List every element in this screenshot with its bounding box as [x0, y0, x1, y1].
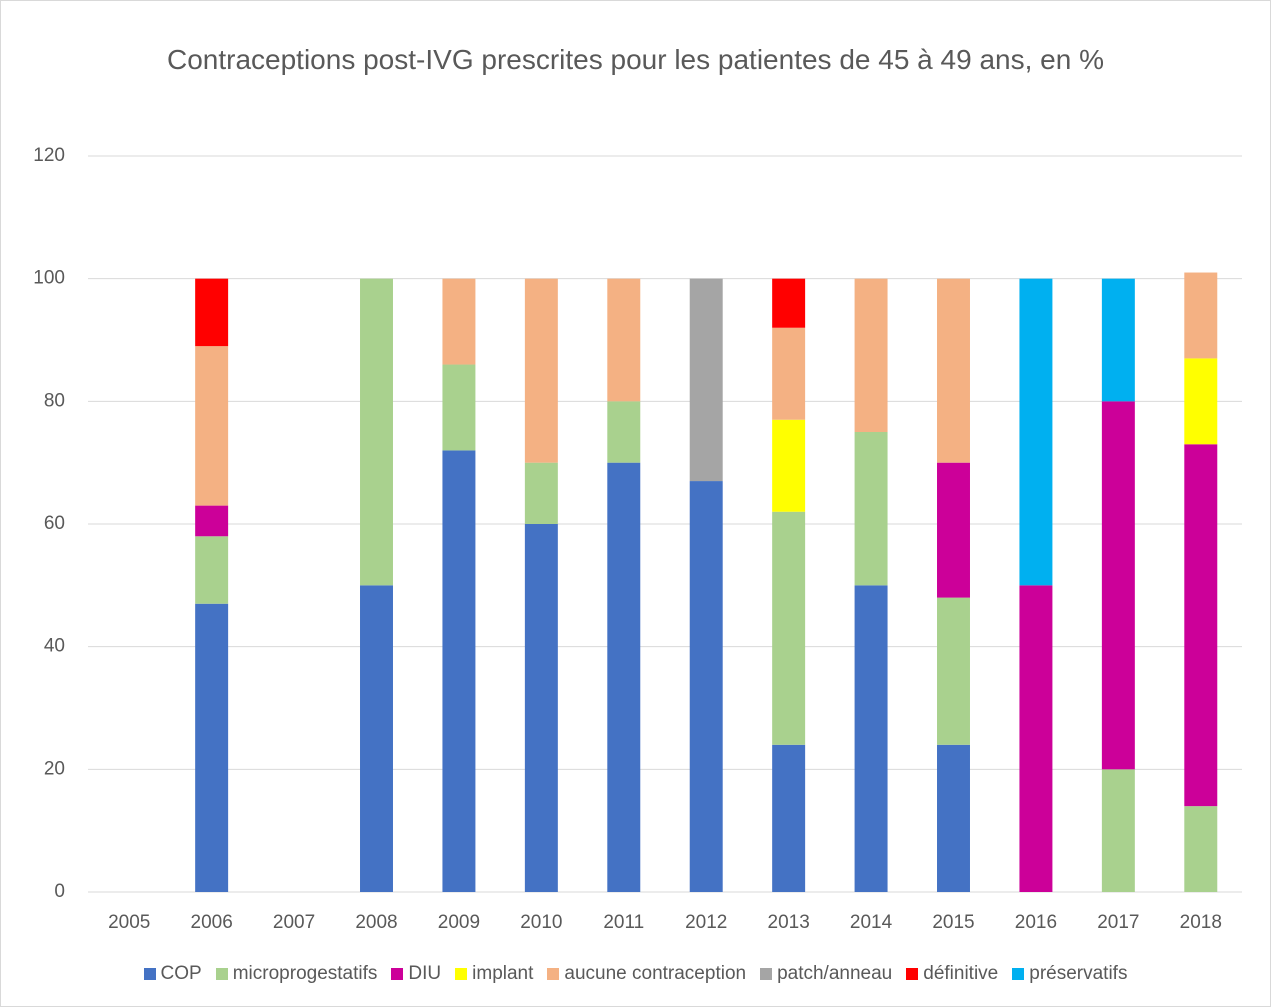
bar-segment — [937, 462, 970, 598]
bar-segment — [524, 462, 558, 524]
bar-segment — [1184, 444, 1218, 807]
bar-segment — [689, 481, 723, 892]
bar-segment — [607, 462, 641, 892]
bar-segment — [772, 327, 806, 420]
bar-segment — [772, 511, 806, 745]
x-tick-label: 2018 — [1180, 912, 1222, 933]
bar-segment — [442, 364, 476, 451]
chart-title: Contraceptions post-IVG prescrites pour … — [167, 44, 1104, 75]
bar-segment — [1101, 769, 1135, 892]
bar-segment — [1184, 272, 1218, 359]
bar-segment — [607, 401, 641, 463]
legend-item: DIU — [391, 963, 441, 985]
x-tick-label: 2015 — [932, 912, 974, 933]
legend-item: microprogestatifs — [215, 963, 378, 985]
legend-label: patch/anneau — [777, 963, 893, 984]
legend-item: COP — [143, 963, 202, 985]
bar-segment — [442, 450, 476, 892]
bar-segment — [195, 346, 229, 506]
legend-swatch — [906, 968, 919, 980]
bar-segment — [854, 278, 888, 432]
bar-segment — [524, 524, 558, 892]
bar-segment — [195, 278, 229, 347]
x-tick-label: 2017 — [1097, 912, 1139, 933]
legend-label: microprogestatifs — [232, 963, 378, 984]
bar-segment — [1019, 585, 1053, 892]
bar-segment — [195, 603, 229, 892]
x-tick-label: 2013 — [768, 912, 810, 933]
bar-segment — [607, 278, 641, 402]
x-tick-label: 2008 — [355, 912, 397, 933]
legend-label: définitive — [923, 963, 999, 984]
legend-label: COP — [160, 963, 202, 984]
x-tick-label: 2014 — [850, 912, 893, 933]
legend-item: aucune contraception — [547, 963, 746, 985]
x-tick-label: 2006 — [191, 912, 233, 933]
bar-segment — [442, 278, 476, 365]
y-tick-label: 80 — [44, 390, 65, 411]
legend-item: préservatifs — [1012, 963, 1127, 985]
bar-segment — [937, 278, 970, 463]
bar-segment — [772, 278, 806, 328]
legend-label: implant — [472, 963, 534, 984]
bar-segment — [937, 744, 970, 892]
bar-segment — [195, 536, 229, 604]
bar-segment — [854, 432, 888, 586]
bar-segment — [1019, 278, 1053, 586]
bar-segment — [524, 278, 558, 463]
legend-item: implant — [455, 963, 533, 985]
bar-segment — [360, 585, 393, 892]
bar-segment — [195, 505, 229, 537]
legend-swatch — [215, 968, 228, 980]
bar-segment — [772, 419, 806, 512]
legend-label: DIU — [408, 963, 442, 984]
x-tick-label: 2009 — [438, 912, 480, 933]
legend-swatch — [1012, 968, 1025, 980]
y-tick-label: 40 — [44, 636, 65, 657]
bar-segment — [360, 278, 393, 586]
legend-item: patch/anneau — [760, 963, 892, 985]
legend-swatch — [455, 968, 468, 980]
y-tick-label: 120 — [33, 145, 65, 166]
bar-segment — [854, 585, 888, 892]
x-tick-label: 2005 — [108, 912, 150, 933]
legend: COP microprogestatifs DIU implant aucune con… — [1, 963, 1270, 985]
bar-segment — [1184, 358, 1218, 445]
bar-segment — [1184, 806, 1218, 892]
legend-swatch — [391, 968, 404, 980]
legend-swatch — [143, 968, 156, 980]
legend-swatch — [547, 968, 560, 980]
bar-segment — [1101, 401, 1135, 770]
y-tick-label: 100 — [33, 268, 65, 289]
y-tick-label: 60 — [44, 513, 65, 534]
y-tick-label: 0 — [54, 881, 65, 902]
x-tick-label: 2011 — [603, 912, 644, 933]
bar-segment — [1101, 278, 1135, 402]
legend-label: préservatifs — [1029, 963, 1128, 984]
x-tick-label: 2012 — [685, 912, 727, 933]
legend-label: aucune contraception — [564, 963, 747, 984]
bar-segment — [689, 278, 723, 482]
x-tick-label: 2010 — [520, 912, 562, 933]
legend-item: définitive — [906, 963, 998, 985]
x-tick-label: 2007 — [273, 912, 315, 933]
y-tick-label: 20 — [44, 758, 65, 779]
bar-segment — [937, 597, 970, 745]
bar-segment — [772, 744, 806, 892]
x-tick-label: 2016 — [1015, 912, 1057, 933]
legend-swatch — [760, 968, 773, 980]
